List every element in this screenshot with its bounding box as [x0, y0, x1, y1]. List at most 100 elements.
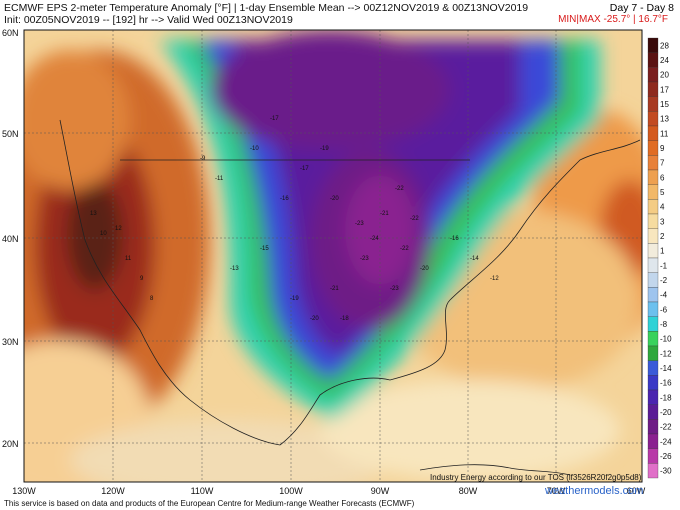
anomaly-value-labels: -17 -20 -23 -21 -23 -22 -23 -21 -20 -19 -15 -13 -11 -… [90, 116, 499, 322]
coastlines [59, 119, 641, 476]
colorbar-swatch [647, 257, 659, 273]
init-valid-time: Init: 00Z05NOV2019 -- [192] hr --> Valid… [4, 14, 293, 26]
lon-label: 70W [547, 486, 566, 496]
anomaly-value: -16 [450, 236, 459, 242]
colorbar-swatch [647, 360, 659, 376]
lat-label: 20N [2, 439, 19, 449]
colorbar-label: -1 [660, 261, 668, 270]
colorbar-swatch [647, 404, 659, 420]
colorbar-swatch [647, 155, 659, 171]
min-max-label: MIN|MAX [558, 14, 601, 25]
data-disclaimer: This service is based on data and produc… [4, 499, 415, 508]
anomaly-value: -23 [360, 256, 369, 262]
colorbar-swatch [647, 301, 659, 317]
anomaly-value: -19 [320, 146, 329, 152]
license-credit: Industry Energy according to our TOS (lf… [430, 473, 642, 482]
colorbar-swatch [647, 419, 659, 435]
colorbar-swatch [647, 81, 659, 97]
colorbar-swatch [647, 433, 659, 449]
colorbar-swatch [647, 169, 659, 185]
colorbar-label: -26 [660, 452, 672, 461]
colorbar-label: -6 [660, 305, 668, 314]
day-range: Day 7 - Day 8 [609, 2, 674, 14]
lon-label: 60W [627, 486, 646, 496]
anomaly-value: -23 [390, 286, 399, 292]
map-title: ECMWF EPS 2-meter Temperature Anomaly [°… [4, 2, 529, 14]
colorbar-label: 1 [660, 247, 665, 256]
map-field: -17 -20 -23 -21 -23 -22 -23 -21 -20 -19 -15 -13 -11 -… [24, 30, 642, 482]
lat-label: 50N [2, 129, 19, 139]
anomaly-value: -23 [355, 221, 364, 227]
colorbar-label: 11 [660, 129, 669, 138]
colorbar-swatch [647, 125, 659, 141]
anomaly-value: -22 [400, 246, 409, 252]
colorbar-swatch [647, 316, 659, 332]
anomaly-value: -21 [380, 211, 389, 217]
colorbar-swatch [647, 331, 659, 347]
lat-label: 40N [2, 234, 19, 244]
min-max-values: -25.7° | 16.7°F [603, 14, 668, 25]
anomaly-value: 11 [125, 256, 132, 262]
colorbar-label: -30 [660, 467, 672, 476]
colorbar-swatch [647, 184, 659, 200]
colorbar-label: -22 [660, 423, 672, 432]
anomaly-value: -9 [200, 156, 206, 162]
colorbar-label: 4 [660, 203, 665, 212]
colorbar-label: -14 [660, 364, 672, 373]
anomaly-value: -24 [370, 236, 379, 242]
anomaly-value: -20 [330, 196, 339, 202]
colorbar-label: -24 [660, 437, 672, 446]
anomaly-value: -12 [490, 276, 499, 282]
colorbar-swatch [647, 345, 659, 361]
anomaly-value: 13 [90, 211, 97, 217]
colorbar-label: 20 [660, 71, 669, 80]
colorbar-swatch [647, 199, 659, 215]
map-frame [23, 29, 643, 483]
site-link[interactable]: weathermodels.com [545, 485, 644, 497]
colorbar-swatch [647, 243, 659, 259]
colorbar-label: 17 [660, 85, 669, 94]
anomaly-value: -17 [300, 166, 309, 172]
colorbar-label: -8 [660, 320, 668, 329]
anomaly-value: -16 [280, 196, 289, 202]
colorbar-swatch [647, 448, 659, 464]
lat-label: 60N [2, 28, 19, 38]
lat-label: 30N [2, 337, 19, 347]
anomaly-value: -18 [340, 316, 349, 322]
lon-label: 100W [279, 486, 303, 496]
latitude-labels: 60N 50N 40N 30N 20N [2, 28, 19, 449]
colorbar-label: 7 [660, 159, 665, 168]
anomaly-value: -14 [470, 256, 479, 262]
colorbar-swatch [647, 463, 659, 479]
anomaly-value: -17 [270, 116, 279, 122]
colorbar-label: -20 [660, 408, 672, 417]
anomaly-value: -10 [250, 146, 259, 152]
colorbar-label: 13 [660, 115, 669, 124]
anomaly-shading [24, 30, 642, 482]
colorbar-swatch [647, 375, 659, 391]
anomaly-value: -19 [290, 296, 299, 302]
colorbar-label: 28 [660, 41, 669, 50]
anomaly-value: -20 [420, 266, 429, 272]
anomaly-value: -22 [395, 186, 404, 192]
graticule [24, 30, 642, 482]
colorbar-label: -18 [660, 393, 672, 402]
longitude-labels: 130W 120W 110W 100W 90W 80W 70W 60W [12, 486, 646, 496]
anomaly-value: 10 [100, 231, 107, 237]
anomaly-value: -11 [215, 176, 224, 182]
colorbar-swatch [647, 213, 659, 229]
min-max-readout: MIN|MAX -25.7° | 16.7°F [558, 14, 668, 25]
anomaly-value: 9 [140, 276, 144, 282]
colorbar-label: 24 [660, 56, 669, 65]
colorbar-swatch [647, 37, 659, 53]
anomaly-value: -20 [310, 316, 319, 322]
lon-label: 90W [371, 486, 390, 496]
anomaly-value: -13 [230, 266, 239, 272]
colorbar-label: -2 [660, 276, 668, 285]
anomaly-value: -21 [330, 286, 339, 292]
colorbar-legend: 28 24 20 17 15 13 11 9 7 6 5 4 3 2 1 -1 -2 -4 -6 -8 -10 -12 -1… [647, 37, 672, 479]
colorbar-label: -10 [660, 335, 672, 344]
anomaly-value: -15 [260, 246, 269, 252]
colorbar-label: 9 [660, 144, 665, 153]
